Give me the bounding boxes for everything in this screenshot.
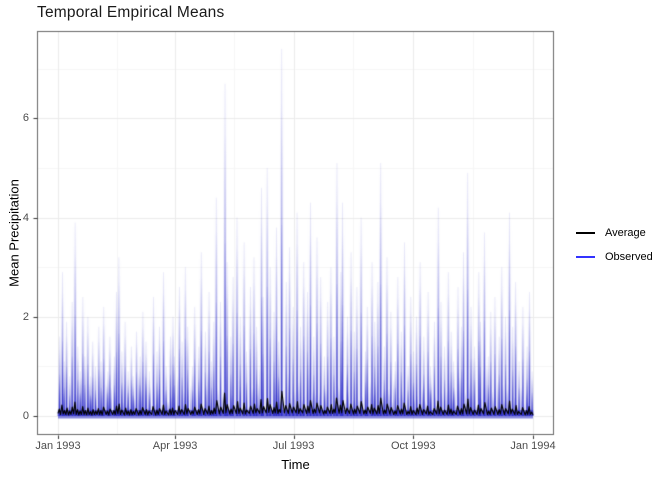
y-axis-title: Mean Precipitation xyxy=(6,179,22,287)
legend: Average Observed xyxy=(576,221,653,269)
chart-title: Temporal Empirical Means xyxy=(37,4,225,21)
x-tick-label: Oct 1993 xyxy=(390,440,436,452)
observed-line-swatch xyxy=(576,256,595,258)
y-tick-label: 2 xyxy=(22,310,29,323)
legend-label-average: Average xyxy=(605,227,646,239)
y-tick-label: 0 xyxy=(22,410,29,422)
x-tick-label: Apr 1993 xyxy=(152,440,198,452)
legend-item-average: Average xyxy=(576,221,653,245)
y-tick-label: 6 xyxy=(22,112,29,125)
x-axis-title: Time xyxy=(281,457,310,472)
legend-item-observed: Observed xyxy=(576,245,653,269)
x-tick-label: Jul 1993 xyxy=(272,440,315,452)
y-tick-label: 4 xyxy=(22,211,29,224)
x-tick-label: Jan 1993 xyxy=(35,440,81,452)
legend-label-observed: Observed xyxy=(605,251,653,263)
x-tick-label: Jan 1994 xyxy=(510,440,556,452)
average-line-swatch xyxy=(576,232,595,234)
